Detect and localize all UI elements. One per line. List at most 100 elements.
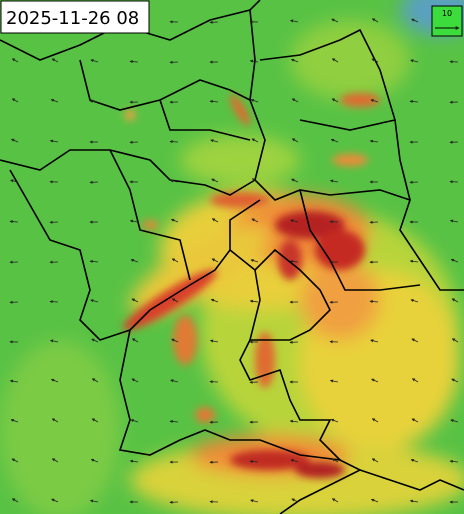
border — [249, 9, 464, 291]
timestamp: 2025-11-26 08 — [6, 8, 139, 29]
wind-arrow — [249, 459, 259, 464]
wind-arrow — [90, 458, 99, 463]
wind-arrow — [170, 379, 179, 383]
wind-arrow — [449, 219, 459, 223]
wind-arrow — [130, 419, 139, 423]
wind-arrow — [89, 99, 99, 103]
wind-arrow — [331, 18, 339, 23]
wind-arrow — [131, 298, 139, 303]
wind-arrow — [49, 139, 59, 143]
wind-arrow — [130, 258, 139, 263]
wind-arrows — [9, 18, 459, 504]
wind-arrow — [169, 419, 179, 424]
wind-arrow — [91, 378, 99, 383]
wind-arrow — [9, 379, 19, 383]
wind-arrow — [410, 59, 419, 63]
wind-arrow — [290, 219, 299, 223]
border — [299, 119, 396, 131]
wind-arrow — [410, 458, 419, 463]
wind-arrow — [11, 58, 19, 63]
wind-arrow — [411, 418, 419, 423]
wind-arrow — [331, 498, 339, 503]
wind-arrow — [51, 498, 59, 503]
wind-arrow — [10, 138, 19, 143]
wind-arrow — [209, 339, 219, 343]
wind-arrow — [249, 299, 259, 303]
border — [0, 149, 256, 196]
wind-arrow — [289, 19, 299, 23]
wind-arrow — [91, 338, 99, 343]
wind-arrow — [331, 458, 339, 463]
border — [250, 248, 331, 341]
wind-arrow — [11, 98, 19, 103]
wind-arrow — [330, 418, 339, 423]
wind-arrow — [50, 378, 59, 383]
wind-arrow — [49, 339, 59, 343]
wind-arrow — [409, 259, 419, 263]
wind-arrow — [11, 458, 19, 463]
wind-arrow — [411, 338, 419, 343]
wind-arrow — [91, 418, 99, 423]
border — [359, 469, 464, 491]
wind-arrow — [369, 299, 379, 304]
wind-arrow — [211, 178, 219, 183]
wind-arrow — [251, 218, 259, 223]
wind-arrow — [370, 498, 379, 503]
wind-arrow — [291, 138, 299, 143]
wind-arrow — [411, 378, 419, 383]
wind-arrow — [290, 58, 299, 63]
wind-arrow — [51, 418, 59, 423]
wind-arrow — [331, 58, 339, 63]
wind-arrow — [409, 499, 419, 503]
wind-arrow — [89, 499, 99, 503]
wind-arrow — [10, 418, 19, 423]
wind-arrow — [331, 98, 339, 103]
wind-arrow — [171, 338, 179, 343]
wind-arrow — [171, 258, 179, 263]
wind-arrow — [451, 298, 459, 303]
wind-arrow — [170, 218, 179, 223]
wind-arrow — [210, 298, 219, 303]
wind-arrow — [330, 138, 339, 143]
wind-arrow — [89, 259, 99, 264]
wind-arrow — [129, 459, 139, 463]
wind-arrow — [131, 338, 139, 343]
wind-arrow — [129, 60, 139, 64]
wind-arrow — [50, 98, 59, 103]
wind-arrow — [450, 258, 459, 263]
wind-arrow — [49, 300, 59, 304]
wind-arrow — [210, 139, 219, 143]
wind-arrow — [370, 339, 379, 343]
wind-arrow — [51, 58, 59, 63]
wind-arrow — [250, 499, 259, 503]
wind-arrow — [449, 459, 459, 464]
wind-arrow — [329, 179, 339, 183]
wind-arrow — [291, 98, 299, 103]
wind-arrow — [211, 218, 219, 223]
legend-box — [431, 5, 463, 37]
wind-arrow — [9, 220, 19, 224]
wind-arrow — [291, 178, 299, 183]
wind-arrow — [371, 458, 379, 463]
wind-arrow — [451, 338, 459, 343]
wind-arrow — [10, 179, 19, 183]
wind-arrow — [169, 179, 179, 183]
wind-arrow — [371, 18, 379, 23]
wind-arrow — [451, 378, 459, 383]
border — [259, 28, 411, 201]
wind-arrow — [211, 258, 219, 263]
wind-arrow — [369, 139, 379, 143]
wind-arrow — [251, 138, 259, 143]
wind-arrow — [371, 418, 379, 423]
wind-arrow — [411, 18, 419, 23]
wind-arrow — [169, 140, 179, 144]
wind-arrow — [250, 98, 259, 103]
wind-arrow — [11, 498, 19, 503]
wind-arrow — [409, 99, 419, 104]
wind-arrow — [131, 378, 139, 383]
wind-arrow — [249, 59, 259, 63]
wind-arrow — [329, 379, 339, 383]
wind-arrow — [289, 419, 299, 423]
